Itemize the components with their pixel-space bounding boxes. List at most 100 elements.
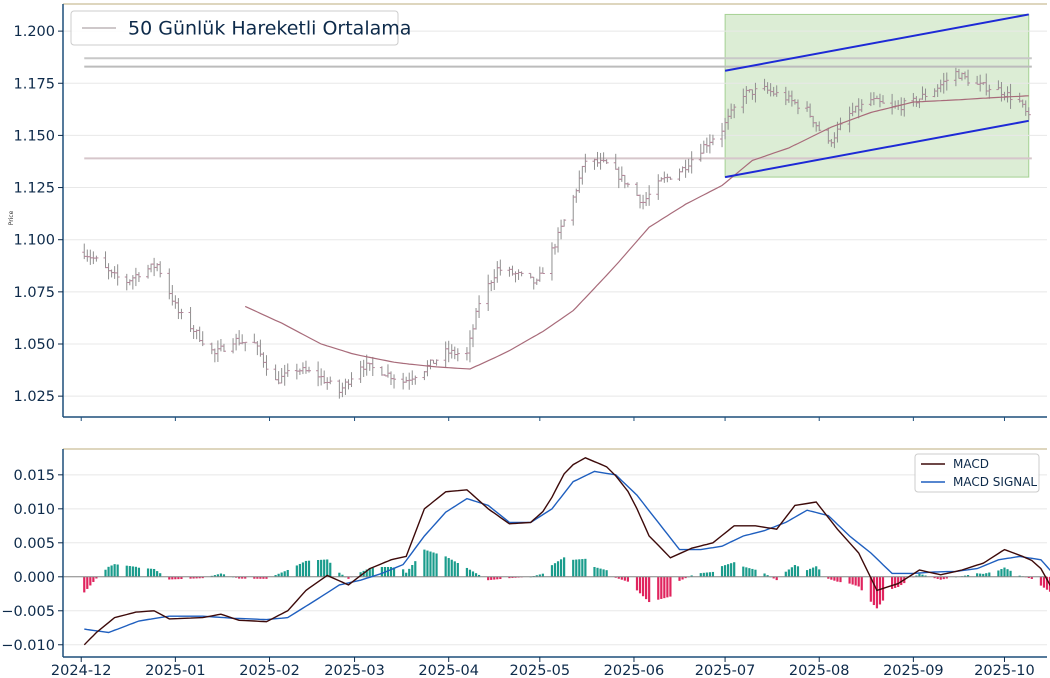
macd-histogram-bar — [875, 576, 879, 609]
ohlc-bar — [212, 348, 217, 363]
price-levels — [84, 57, 1032, 160]
macd-histogram-bar — [805, 570, 809, 577]
macd-histogram-bar — [733, 562, 736, 577]
macd-histogram-bar — [198, 576, 201, 579]
macd-histogram-bar — [386, 566, 390, 577]
price-tick-labels: 1.025 1.050 1.075 1.100 1.125 1.150 1.175 1.200 — [13, 24, 63, 405]
ohlc-bar — [571, 194, 576, 226]
macd-histogram-bar — [110, 565, 113, 577]
ohlc-bar — [537, 266, 542, 282]
ohlc-bar — [701, 140, 706, 154]
ohlc-bar — [200, 331, 205, 347]
macd-histogram-bar — [787, 569, 790, 577]
macd-histogram-bar — [320, 559, 323, 577]
ohlc-bar — [987, 84, 992, 99]
macd-histogram-bar — [966, 575, 970, 577]
ohlc-bar — [707, 134, 712, 154]
macd-histogram-bar — [389, 566, 393, 577]
ohlc-bar — [303, 360, 308, 374]
macd-histogram-bar — [116, 564, 119, 577]
ohlc-bar — [452, 346, 457, 360]
macd-histogram-bar — [605, 570, 608, 577]
macd-histogram-bar — [918, 573, 921, 577]
macd-histogram-bar — [280, 572, 283, 577]
macd-histogram-bar — [575, 559, 578, 577]
ohlc-bar — [704, 137, 709, 153]
moving-average-line — [244, 95, 1029, 370]
macd-histogram-bar — [708, 572, 711, 577]
macd-histogram-bar — [572, 559, 575, 577]
macd-histogram-bar — [411, 565, 414, 577]
macd-histogram-bar — [745, 567, 748, 577]
macd-histogram-bar — [924, 575, 927, 577]
ohlc-bar — [149, 263, 154, 273]
ohlc-bars — [82, 67, 1031, 399]
macd-histogram-bar — [1018, 575, 1021, 577]
ohlc-bar — [665, 173, 670, 183]
macd-histogram-bar — [860, 576, 863, 591]
ohlc-bar — [774, 85, 779, 97]
macd-histogram-bar — [92, 576, 95, 582]
macd-histogram-bar — [192, 576, 195, 579]
macd-histogram-bar — [277, 573, 280, 577]
macd-x-tick-label: 2025-05 — [510, 663, 571, 678]
ohlc-bar — [234, 333, 239, 351]
ohlc-bar — [683, 159, 688, 178]
macd-histogram-bar — [638, 576, 642, 594]
macd-x-tick-label: 2024-12 — [51, 663, 112, 678]
macd-panel: −0.010 −0.005 0.000 0.005 0.010 0.015 2024-12 2… — [1, 448, 1050, 678]
ohlc-bar — [385, 364, 390, 378]
macd-histogram-bar — [153, 568, 156, 577]
macd-tick-label: −0.005 — [1, 604, 55, 620]
ohlc-bar — [486, 274, 491, 311]
macd-histogram-bar — [979, 573, 982, 577]
macd-histogram-bar — [593, 567, 596, 577]
ohlc-bar — [252, 333, 257, 344]
macd-histogram-bar — [429, 551, 432, 577]
macd-x-tick-label: 2025-04 — [418, 663, 479, 678]
macd-histogram-bar — [493, 576, 496, 580]
macd-x-tick-label: 2025-10 — [974, 663, 1035, 678]
ohlc-bar — [422, 371, 427, 381]
macd-histogram-bar — [365, 569, 368, 577]
macd-tick-label: −0.010 — [1, 638, 55, 654]
ohlc-bar — [109, 269, 114, 278]
macd-histogram-bar — [827, 576, 830, 579]
ohlc-bar — [659, 177, 664, 182]
macd-histogram-bar — [453, 561, 456, 577]
macd-histogram-bar — [1045, 576, 1049, 590]
price-tick-label: 1.175 — [13, 76, 55, 92]
ohlc-bar — [243, 341, 248, 352]
ohlc-bar — [231, 338, 236, 354]
ohlc-bar — [176, 298, 181, 320]
macd-line — [83, 457, 1050, 646]
price-panel: 1.025 1.050 1.075 1.100 1.125 1.150 1.175 1.200… — [8, 3, 1047, 421]
ohlc-bar — [407, 372, 412, 390]
macd-histogram-bar — [684, 576, 687, 579]
ohlc-bar — [343, 378, 348, 395]
macd-histogram-bar — [872, 576, 875, 606]
macd-histogram-bar — [857, 576, 860, 587]
macd-histogram-bar — [723, 565, 727, 577]
price-tick-label: 1.025 — [13, 389, 55, 405]
ohlc-bar — [261, 352, 266, 368]
macd-histogram-bar — [447, 558, 450, 577]
ohlc-bar — [516, 269, 521, 280]
ohlc-bar — [464, 347, 469, 361]
ohlc-bar — [902, 97, 907, 117]
ohlc-bar — [410, 370, 415, 385]
ohlc-bar — [622, 174, 627, 189]
macd-x-tick-label: 2025-09 — [883, 663, 944, 678]
macd-x-tick-label: 2025-01 — [145, 663, 206, 678]
ohlc-bar — [401, 372, 406, 390]
macd-tick-label: 0.015 — [13, 468, 55, 484]
macd-histogram-bar — [326, 559, 329, 577]
macd-histogram-bar — [286, 569, 289, 577]
macd-histogram-bar — [450, 559, 453, 577]
macd-histogram-bar — [1027, 576, 1030, 579]
macd-histogram-bar — [359, 572, 362, 577]
ohlc-bar — [449, 344, 454, 359]
ohlc-bar — [130, 275, 135, 290]
ohlc-bar — [167, 268, 172, 300]
